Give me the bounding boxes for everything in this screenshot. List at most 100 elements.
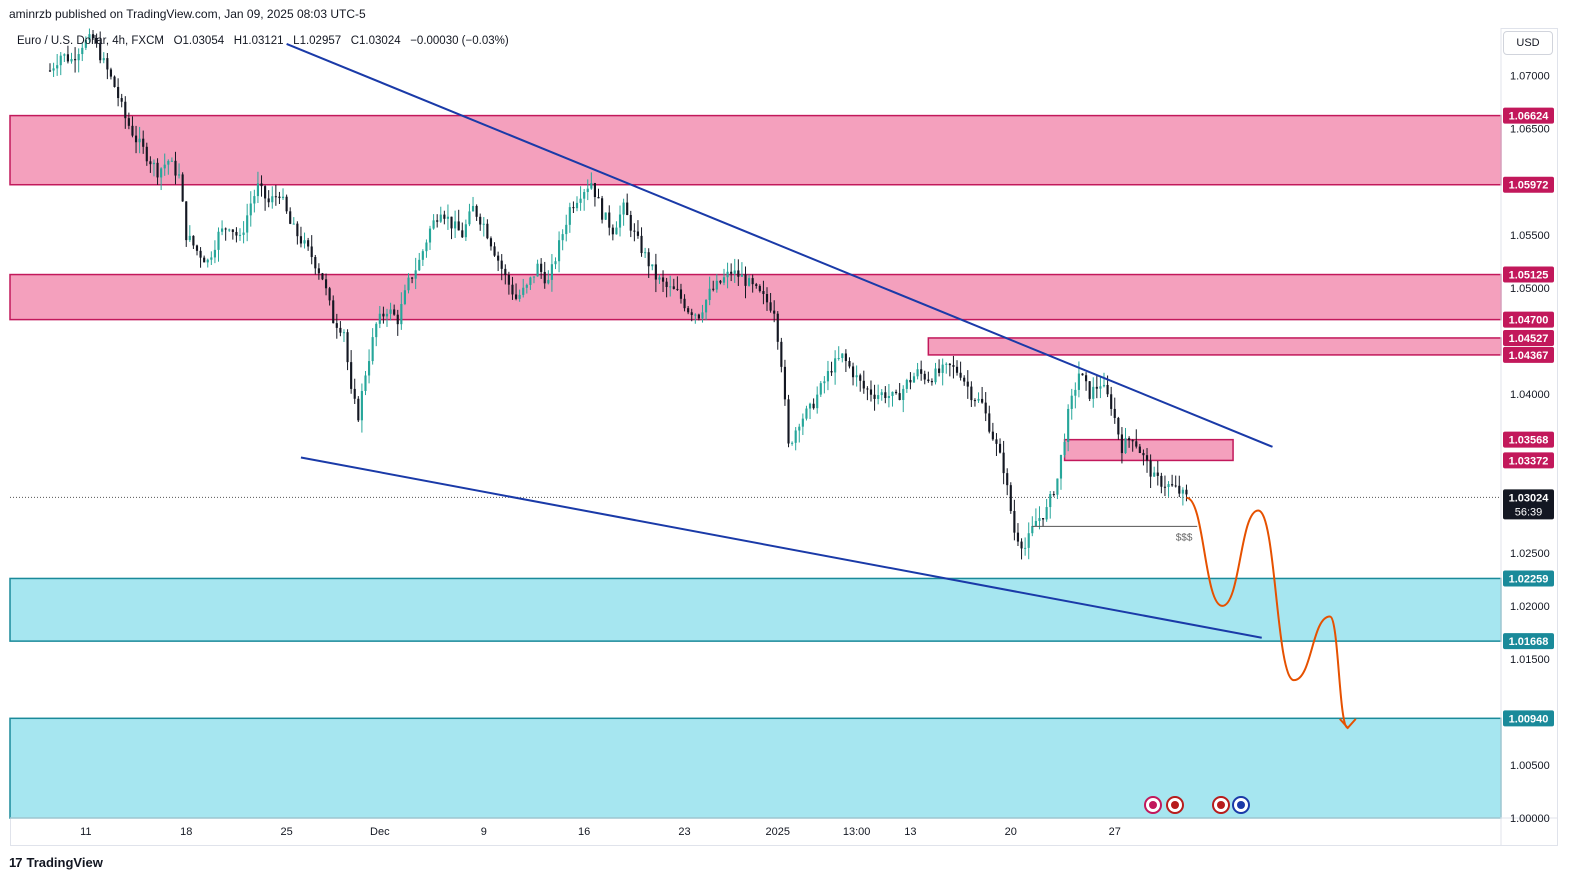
candle-body [156,162,159,178]
candle-body [238,234,242,236]
candle-body [152,162,156,165]
candle-body [970,386,973,401]
currency-button[interactable]: USD [1503,31,1553,55]
candle-body [658,277,661,280]
candle-body [411,277,414,279]
candle-body [310,246,313,258]
candle-body [647,252,650,267]
candle-body [1009,485,1012,512]
candle-body [851,366,855,378]
candle-body [866,388,869,390]
candle-body [1149,460,1152,477]
x-tick-label: 13 [904,826,916,838]
candle-body [751,278,754,285]
candle-body [543,271,546,284]
candle-body [210,257,213,260]
price-label-box [1503,452,1554,469]
candle-body [762,291,765,295]
candle-body [507,275,510,285]
candle-body [253,196,256,204]
candle-body [661,277,665,282]
candle-body [274,196,277,198]
candle-body [228,229,231,231]
x-tick-label: 18 [180,826,192,838]
price-label: 1.04700 [1509,315,1549,327]
candle-body [783,366,787,400]
candle-body [730,271,733,274]
candle-body [81,47,84,55]
candle-body [948,363,951,366]
candle-body [959,372,962,378]
tradingview-brand[interactable]: 17 TradingView [9,855,103,870]
candle-body [314,257,317,269]
candle-body [353,388,356,399]
candle-body [816,394,819,409]
candle-body [697,314,700,319]
candle-body [977,398,980,401]
price-label-box [1503,176,1554,193]
price-label: 1.03372 [1509,455,1549,467]
candle-body [106,58,109,70]
candle-body [941,364,944,373]
candle-body [1013,511,1016,533]
price-label: 1.03568 [1509,435,1549,447]
candle-body [622,202,625,215]
candle-body [848,361,851,367]
candle-body [174,160,177,176]
candle-body [998,443,1002,453]
candle-body [690,312,693,316]
candle-body [256,183,260,197]
candle-body [1074,389,1077,396]
candle-body [629,214,632,231]
candle-body [267,198,270,203]
candle-body [285,196,288,212]
x-tick-label: 2025 [766,826,790,838]
candle-body [432,220,435,229]
candle-body [966,381,969,387]
candle-body [930,381,933,383]
candle-body [364,375,367,391]
eu-flag-icon-dot [1237,801,1245,809]
candle-body [475,205,478,217]
candle-body [504,268,507,276]
candle-body [758,286,761,292]
candle-body [482,223,485,225]
axis-layer: 1.07000 1.06500 1.05500 1.05000 1.04000 1.025… [10,28,1558,846]
x-tick-label: 23 [678,826,690,838]
candle-body [1174,485,1177,487]
y-tick-label: 1.05500 [1510,230,1550,242]
candle-body [1110,394,1113,409]
candle-body [1049,493,1052,508]
candle-body [644,252,647,254]
liquidity-label: $$$ [1176,532,1193,543]
candle-body [912,376,916,383]
price-label-box [1503,633,1554,650]
candle-body [1052,493,1055,495]
candle-body [518,294,521,299]
candle-body [77,54,80,61]
candle-body [805,408,808,419]
candle-body [1156,472,1159,476]
candle-body [604,212,607,220]
candle-body [669,286,672,288]
candle-body [862,380,865,389]
candle-body [99,43,102,61]
candle-body [486,223,489,239]
candle-countdown-label: 56:39 [1515,506,1543,518]
candle-body [1085,375,1088,382]
candle-body [952,365,955,367]
candle-body [289,211,292,224]
price-label: 1.05125 [1509,270,1549,282]
candle-body [909,379,912,383]
candle-body [590,183,593,189]
candle-body [385,313,389,317]
candle-body [769,302,772,311]
close-value: C1.03024 [350,35,401,47]
candle-body [704,300,708,313]
candle-body [988,413,991,432]
candle-body [342,332,346,334]
candle-body [787,399,790,444]
x-tick-label: 13:00 [843,826,871,838]
candle-body [1113,408,1116,418]
